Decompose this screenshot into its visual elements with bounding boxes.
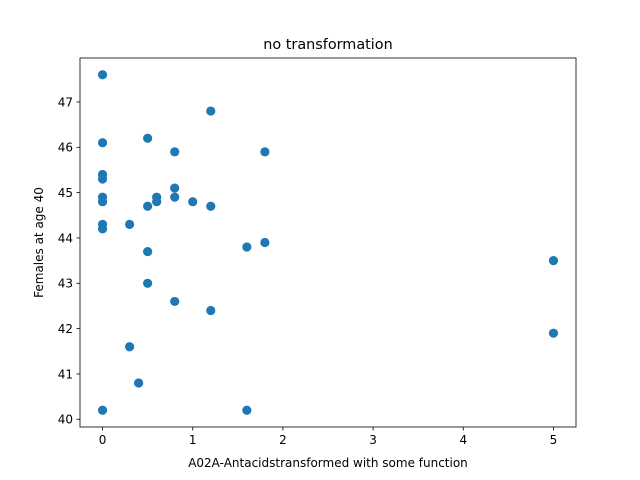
data-point-23: [206, 106, 216, 116]
data-point-9: [125, 219, 135, 229]
y-tick-label-5: 45: [58, 186, 73, 200]
y-tick-label-7: 47: [58, 95, 73, 109]
data-point-5: [97, 197, 108, 207]
data-point-7: [97, 224, 108, 234]
data-point-13: [143, 201, 153, 211]
data-point-12: [143, 133, 153, 143]
data-point-3: [97, 174, 108, 184]
chart-title: no transformation: [263, 37, 392, 53]
data-point-14: [143, 246, 153, 257]
y-tick-label-4: 44: [58, 231, 73, 245]
data-point-27: [242, 405, 252, 415]
data-point-26: [242, 242, 252, 252]
data-point-17: [152, 197, 162, 207]
data-point-25: [206, 305, 216, 316]
x-tick-label-5: 5: [550, 433, 558, 447]
y-tick-label-0: 40: [58, 413, 73, 427]
data-point-10: [125, 342, 135, 352]
data-point-28: [260, 147, 270, 157]
y-tick-label-2: 42: [58, 322, 73, 336]
x-tick-label-1: 1: [189, 433, 197, 447]
data-point-29: [260, 237, 270, 248]
plot-frame: [79, 57, 577, 428]
x-tick-label-4: 4: [459, 433, 467, 447]
data-point-0: [97, 70, 108, 80]
data-point-15: [143, 278, 153, 288]
data-point-19: [170, 183, 180, 193]
x-tick-label-2: 2: [279, 433, 287, 447]
x-tick-label-3: 3: [369, 433, 377, 447]
y-tick-label-3: 43: [58, 277, 73, 291]
points-layer: [97, 70, 559, 415]
y-tick-label-6: 46: [58, 141, 73, 155]
data-point-31: [548, 328, 559, 338]
data-point-18: [170, 147, 180, 157]
data-point-22: [188, 197, 198, 207]
data-point-30: [548, 256, 559, 266]
data-point-11: [134, 378, 144, 388]
x-axis-label: A02A-Antacidstransformed with some funct…: [188, 456, 468, 470]
data-point-8: [97, 405, 108, 415]
y-axis-label: Females at age 40: [32, 187, 46, 298]
data-point-1: [97, 138, 108, 148]
data-point-20: [170, 192, 180, 202]
y-tick-label-1: 41: [58, 367, 73, 381]
x-tick-label-0: 0: [99, 433, 107, 447]
data-point-24: [206, 201, 216, 211]
data-point-21: [170, 296, 180, 307]
